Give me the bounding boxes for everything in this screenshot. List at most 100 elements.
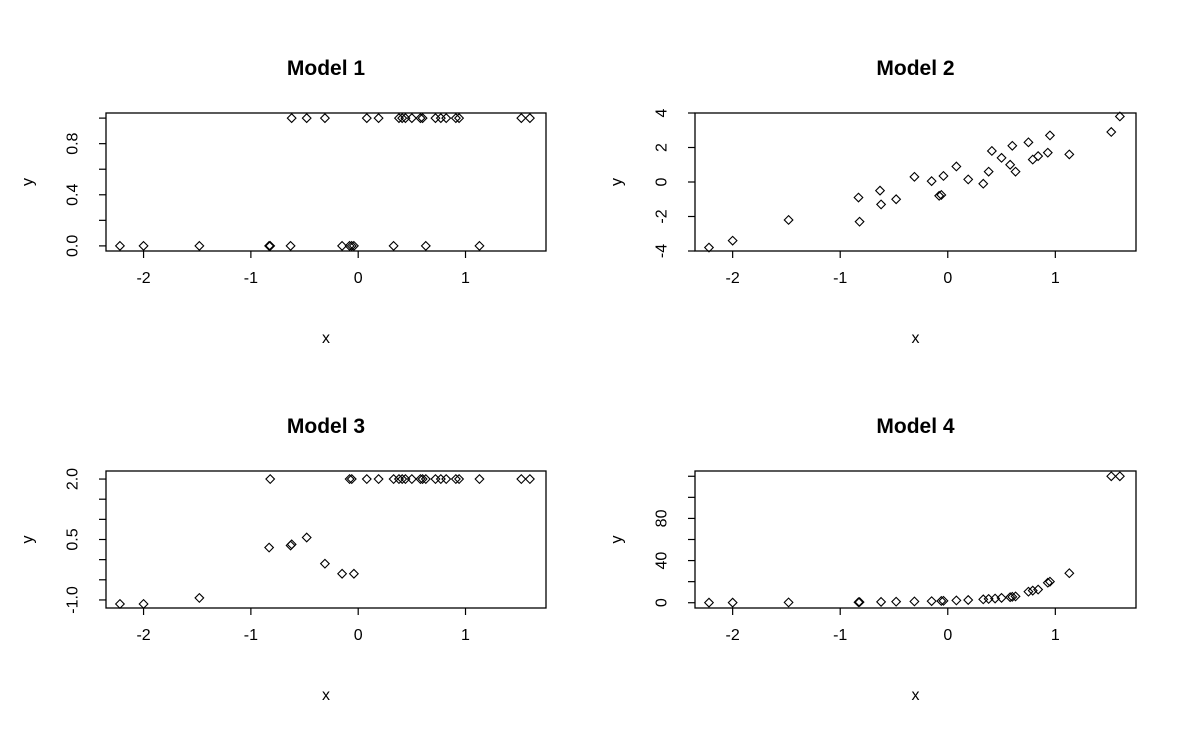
x-axis-label: x [912,330,920,347]
data-point [1010,591,1021,602]
data-point [415,113,426,124]
data-point [285,240,296,251]
y-tick-label: 0 [654,598,671,607]
plot-frame [694,470,1137,609]
data-point [417,113,428,124]
data-point [978,178,989,189]
data-point [1007,140,1018,151]
plot-frame [105,112,547,252]
data-point [936,189,947,201]
y-tick-label: 0.0 [65,235,82,257]
data-point [430,113,441,124]
data-point [938,595,949,606]
data-point [1023,586,1034,597]
data-point [344,473,355,485]
data-point [397,113,408,124]
plot-title: Model 4 [876,415,954,438]
x-tick-label: -2 [136,270,150,287]
data-point [1044,576,1056,587]
data-point [1114,471,1125,482]
data-point [264,240,275,251]
x-axis-label: x [912,687,920,704]
y-tick-label: 0.5 [65,528,82,550]
data-point [286,113,297,124]
x-tick-label: -1 [244,270,258,287]
y-tick-label: -2 [654,209,671,223]
y-tick-label: 0.8 [65,132,82,154]
y-tick-label: 0 [654,177,671,186]
data-point [874,185,886,196]
y-tick-label: 2 [654,143,671,152]
data-point [337,240,348,251]
data-point [876,199,887,210]
data-point [301,113,312,124]
data-point [853,192,864,203]
data-point [986,145,997,157]
plot-panel-2: Model 2 -2 -1 0 1 -4 -2 0 2 4 x y [609,57,1137,347]
data-point [727,235,738,246]
x-tick-label: 1 [1051,270,1060,287]
data-point [286,539,297,550]
data-point [1114,111,1125,122]
data-point [194,240,205,251]
y-axis-label: y [609,536,626,544]
x-tick-label: -1 [833,270,847,287]
x-tick-label: -1 [833,627,847,644]
data-point [1005,592,1016,603]
data-point [337,568,348,579]
data-point [938,170,949,182]
data-point [926,176,937,187]
data-point [1005,159,1016,170]
data-point [264,542,275,553]
data-point [388,240,399,251]
data-point [516,113,527,124]
data-point [783,214,794,226]
plot-title: Model 3 [287,415,365,438]
y-tick-label: 0.4 [65,184,82,206]
data-point [1106,126,1117,138]
data-point [951,595,962,606]
data-point [996,592,1007,603]
data-point [1106,471,1117,482]
y-tick-label: -1.0 [65,586,82,614]
data-point [1064,568,1075,579]
data-point [524,113,535,124]
data-point [516,473,527,485]
data-point [474,473,485,485]
x-tick-label: -2 [726,270,740,287]
data-point [996,152,1007,163]
data-point [983,166,994,177]
plot-frame [105,470,547,609]
data-point [1027,154,1038,165]
data-point [406,473,417,485]
data-point [319,113,331,124]
data-point [1027,585,1038,596]
data-point [393,473,405,485]
data-point [346,473,357,485]
data-point [951,161,962,172]
data-point [373,113,384,124]
data-point [441,113,452,124]
data-point [393,113,405,124]
data-point [453,113,465,124]
data-point [1064,149,1075,160]
data-point [783,597,794,608]
x-tick-label: 1 [461,627,470,644]
data-point [1023,137,1034,148]
data-point [936,595,947,607]
data-point [319,558,331,569]
plot-panel-3: Model 3 -2 -1 0 1 -1.0 0.5 2.0 x y [20,415,547,704]
data-point [474,240,485,251]
data-point [430,473,441,485]
data-point [400,113,411,124]
x-tick-label: -1 [244,627,258,644]
data-point [450,473,461,485]
data-point [420,473,431,485]
data-point [703,597,715,608]
data-point [138,240,149,251]
y-axis-label: y [20,178,37,186]
data-point [524,473,535,485]
data-point [400,473,411,485]
